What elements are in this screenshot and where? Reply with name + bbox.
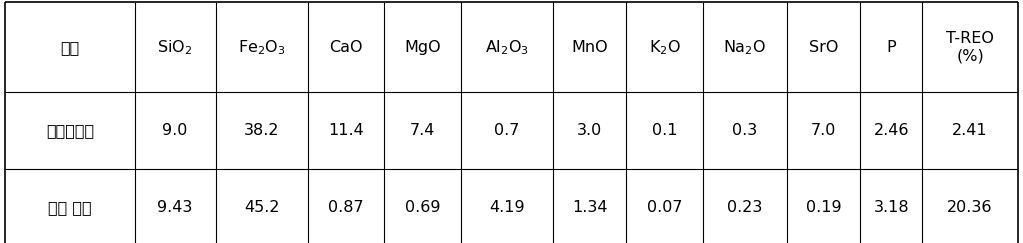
Text: 구분: 구분 <box>60 40 80 55</box>
Text: 0.19: 0.19 <box>806 200 842 215</box>
Text: 0.87: 0.87 <box>328 200 364 215</box>
Text: MnO: MnO <box>572 40 608 55</box>
Text: 9.43: 9.43 <box>158 200 192 215</box>
Text: 7.4: 7.4 <box>410 123 436 138</box>
Text: SrO: SrO <box>809 40 839 55</box>
Text: 20.36: 20.36 <box>947 200 992 215</box>
Text: 0.7: 0.7 <box>494 123 520 138</box>
Text: 7.0: 7.0 <box>811 123 837 138</box>
Text: 호주 정광: 호주 정광 <box>48 200 92 215</box>
Text: 2.41: 2.41 <box>952 123 988 138</box>
Text: P: P <box>887 40 896 55</box>
Text: 0.3: 0.3 <box>732 123 758 138</box>
Text: 1.34: 1.34 <box>572 200 608 215</box>
Text: 3.18: 3.18 <box>874 200 909 215</box>
Text: Na$_2$O: Na$_2$O <box>723 38 766 57</box>
Text: 4.19: 4.19 <box>489 200 525 215</box>
Text: 홈천자철광: 홈천자철광 <box>46 123 94 138</box>
Text: SiO$_2$: SiO$_2$ <box>158 38 192 57</box>
Text: Fe$_2$O$_3$: Fe$_2$O$_3$ <box>238 38 285 57</box>
Text: 0.07: 0.07 <box>647 200 682 215</box>
Text: Al$_2$O$_3$: Al$_2$O$_3$ <box>485 38 529 57</box>
Text: MgO: MgO <box>404 40 441 55</box>
Text: 0.69: 0.69 <box>405 200 440 215</box>
Text: 38.2: 38.2 <box>243 123 279 138</box>
Text: 9.0: 9.0 <box>163 123 188 138</box>
Text: K$_2$O: K$_2$O <box>649 38 680 57</box>
Text: 45.2: 45.2 <box>243 200 279 215</box>
Text: CaO: CaO <box>329 40 363 55</box>
Text: 2.46: 2.46 <box>874 123 909 138</box>
Text: 0.23: 0.23 <box>727 200 763 215</box>
Text: 3.0: 3.0 <box>577 123 603 138</box>
Text: 11.4: 11.4 <box>328 123 364 138</box>
Text: T-REO
(%): T-REO (%) <box>946 31 994 64</box>
Text: 0.1: 0.1 <box>652 123 677 138</box>
